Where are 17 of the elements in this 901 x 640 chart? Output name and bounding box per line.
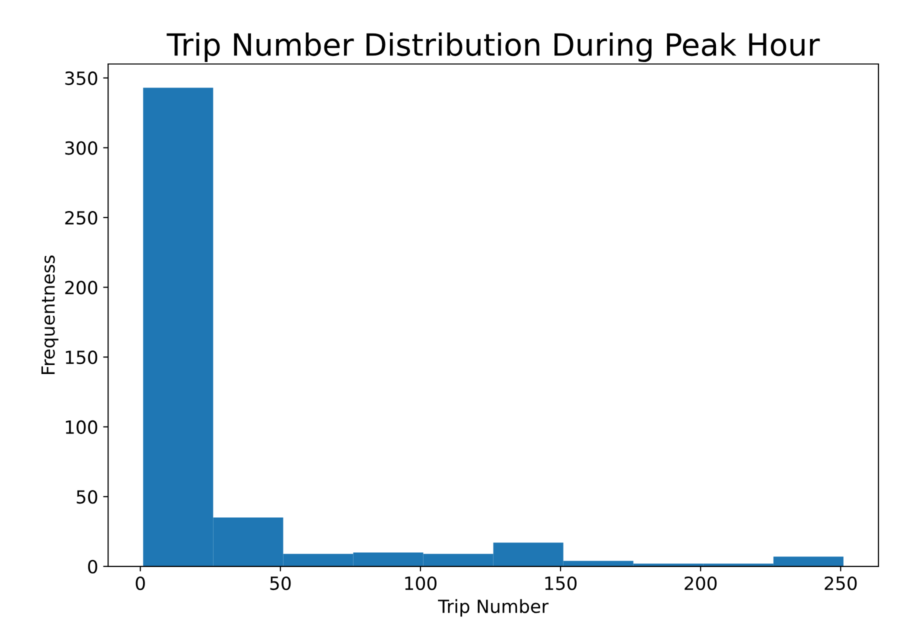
y-tick-label: 250 [65, 210, 98, 225]
x-tick-label: 0 [136, 576, 145, 590]
y-tick-label: 350 [65, 71, 98, 86]
x-tick-label: 50 [270, 576, 291, 590]
y-tick-label: 150 [66, 350, 98, 364]
x-tick-label: 200 [684, 576, 717, 590]
x-tick-label: 100 [405, 576, 436, 590]
y-tick-label: 0 [88, 560, 98, 574]
y-axis-title: Frequentness [41, 256, 58, 374]
y-tick-label: 50 [76, 490, 98, 504]
x-axis-title: Trip Number [438, 599, 549, 617]
x-tick-label: 150 [545, 576, 577, 590]
y-tick-label: 200 [65, 280, 98, 294]
chart-title: Trip Number Distribution During Peak Hour [166, 32, 820, 62]
x-tick-label: 250 [824, 576, 857, 590]
y-tick-label: 100 [66, 420, 98, 434]
y-tick-label: 300 [65, 141, 98, 155]
